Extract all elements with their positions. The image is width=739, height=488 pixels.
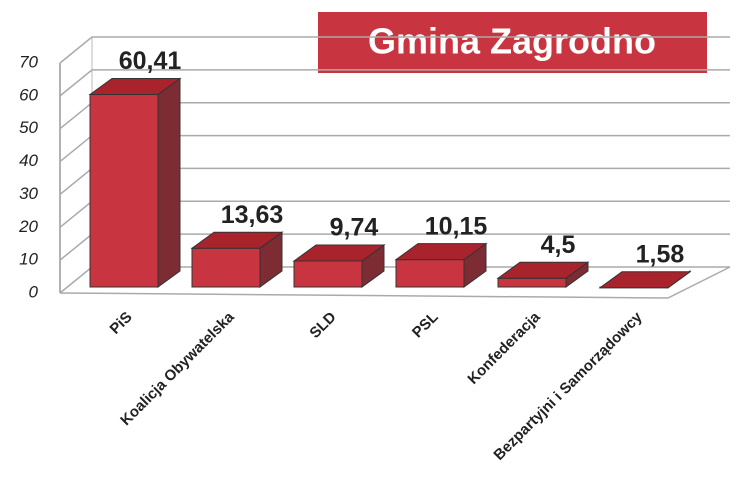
chart-title: Gmina Zagrodno bbox=[368, 21, 656, 62]
y-tick-label: 0 bbox=[29, 282, 39, 301]
x-tick-label: PSL bbox=[409, 309, 442, 342]
y-tick-label: 70 bbox=[19, 52, 38, 71]
y-tick-label: 30 bbox=[19, 184, 38, 203]
grid-line bbox=[59, 36, 730, 64]
y-tick-label: 60 bbox=[19, 85, 38, 104]
bar bbox=[497, 277, 567, 288]
title-box bbox=[318, 12, 707, 73]
floor-edge bbox=[59, 266, 731, 299]
y-tick-label: 10 bbox=[19, 250, 38, 269]
bar-top bbox=[292, 244, 386, 262]
y-tick-label: 50 bbox=[19, 118, 38, 137]
x-tick-label: SLD bbox=[306, 308, 339, 341]
bar bbox=[191, 247, 261, 288]
value-label: 10,15 bbox=[425, 212, 488, 240]
bar-top bbox=[496, 261, 590, 279]
bar bbox=[293, 260, 363, 288]
y-tick-label: 40 bbox=[19, 151, 38, 170]
x-tick-label: Konfederacja bbox=[464, 308, 544, 388]
bar-top bbox=[394, 243, 488, 261]
bar-side bbox=[157, 77, 181, 288]
x-tick-label: PiS bbox=[107, 309, 136, 338]
bars: 60,41 13,63 9,74 10,15 4,5 1,58 bbox=[88, 47, 692, 289]
bar-top bbox=[88, 78, 182, 96]
value-label: 60,41 bbox=[119, 47, 182, 75]
bar-top bbox=[598, 271, 692, 289]
bar bbox=[395, 259, 465, 288]
bar-top bbox=[190, 231, 284, 249]
value-label: 1,58 bbox=[636, 240, 685, 268]
value-label: 4,5 bbox=[541, 231, 576, 259]
x-tick-label: Koalicja Obywatelska bbox=[117, 308, 238, 429]
grid-line bbox=[59, 69, 730, 97]
value-label: 13,63 bbox=[221, 201, 284, 229]
y-tick-label: 20 bbox=[18, 217, 38, 236]
bar bbox=[89, 94, 159, 288]
value-label: 9,74 bbox=[330, 214, 379, 242]
